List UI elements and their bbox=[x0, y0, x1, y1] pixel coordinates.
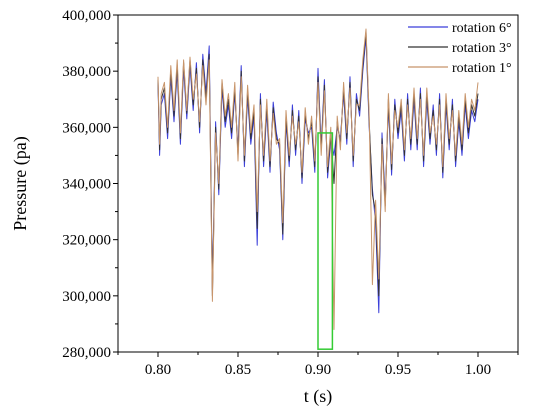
series-line-3 bbox=[157, 28, 479, 330]
y-tick-label: 300,000 bbox=[62, 289, 111, 305]
highlight-box bbox=[317, 132, 334, 350]
y-tick-label: 280,000 bbox=[62, 345, 111, 361]
x-tick-label: 0.85 bbox=[225, 362, 251, 378]
x-tick-label: 0.80 bbox=[145, 362, 171, 378]
legend-label-3: rotation 1° bbox=[452, 61, 512, 76]
y-tick-label: 360,000 bbox=[62, 120, 111, 136]
legend: rotation 6° rotation 3° rotation 1° bbox=[408, 21, 512, 76]
y-axis-title: Pressure (pa) bbox=[10, 136, 31, 230]
y-tick-label: 340,000 bbox=[62, 177, 111, 193]
series-layer bbox=[157, 28, 479, 330]
x-tick-label: 1.00 bbox=[465, 362, 491, 378]
y-tick-label: 380,000 bbox=[62, 64, 111, 80]
y-axis: 280,000 300,000 320,000 340,000 360,000 380,0… bbox=[62, 8, 118, 361]
x-tick-label: 0.90 bbox=[305, 362, 331, 378]
x-axis-title: t (s) bbox=[304, 386, 333, 407]
legend-label-1: rotation 6° bbox=[452, 21, 512, 36]
x-axis: 0.80 0.85 0.90 0.95 1.00 bbox=[117, 352, 519, 378]
y-tick-label: 400,000 bbox=[62, 8, 111, 24]
y-tick-label: 320,000 bbox=[62, 233, 111, 249]
legend-label-2: rotation 3° bbox=[452, 41, 512, 56]
x-tick-label: 0.95 bbox=[385, 362, 411, 378]
